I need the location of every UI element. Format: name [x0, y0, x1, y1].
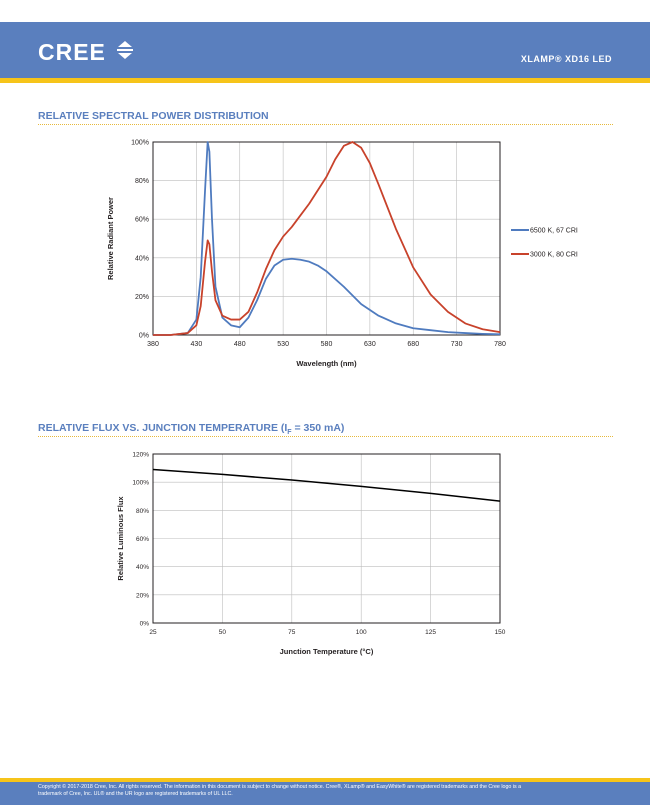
y-tick-label: 120%	[132, 452, 149, 459]
x-axis-label: Wavelength (nm)	[296, 359, 357, 368]
section-divider	[38, 124, 613, 125]
y-axis-label: Relative Luminous Flux	[116, 496, 125, 581]
section-title-flux: RELATIVE FLUX VS. JUNCTION TEMPERATURE (…	[38, 422, 344, 436]
header-bar	[0, 22, 650, 78]
legend-label: 3000 K, 80 CRI	[530, 252, 578, 259]
x-tick-label: 50	[219, 629, 227, 636]
section-divider	[38, 436, 613, 437]
footer-line-2: trademark of Cree, Inc. UL® and the UR l…	[38, 791, 233, 797]
series-line-1	[152, 468, 501, 502]
plot-frame	[152, 141, 501, 336]
relative-flux-chart: 0% 20% 40% 60% 80% 100% 120% 25 50 75 100 125 150 Jun…	[116, 452, 506, 657]
x-tick-label: 100	[356, 629, 367, 636]
series-line-1	[153, 141, 501, 336]
x-axis-label: Junction Temperature (°C)	[280, 647, 374, 656]
legend-label: 6500 K, 67 CRI	[530, 228, 578, 235]
section-title-main: RELATIVE FLUX VS. JUNCTION TEMPERATURE (…	[38, 422, 288, 434]
x-tick-label: 730	[451, 341, 463, 348]
y-tick-label: 80%	[135, 178, 149, 185]
y-tick-label: 80%	[136, 508, 149, 515]
y-tick-label: 100%	[131, 140, 149, 147]
footer-line-1: Copyright © 2017-2018 Cree, Inc. All rig…	[38, 784, 522, 790]
series-line-2	[153, 141, 501, 336]
x-tick-label: 125	[425, 629, 436, 636]
x-tick-label: 75	[288, 629, 296, 636]
x-tick-label: 630	[364, 341, 376, 348]
y-tick-label: 60%	[135, 217, 149, 224]
y-axis-label: Relative Radiant Power	[106, 197, 115, 280]
y-tick-label: 40%	[136, 564, 149, 571]
x-tick-label: 480	[234, 341, 246, 348]
x-tick-label: 780	[494, 341, 506, 348]
y-tick-label: 20%	[136, 592, 149, 599]
y-tick-label: 100%	[132, 480, 149, 487]
plot-frame	[152, 453, 501, 624]
footer-stripe	[0, 778, 650, 782]
x-tick-label: 380	[147, 341, 159, 348]
x-tick-label: 680	[407, 341, 419, 348]
header-stripe	[0, 78, 650, 83]
x-tick-label: 580	[321, 341, 333, 348]
footer-copyright: Copyright © 2017-2018 Cree, Inc. All rig…	[38, 784, 618, 798]
section-title-tail: = 350 mA)	[291, 422, 345, 434]
spectral-power-chart: 0% 20% 40% 60% 80% 100% 380 430 480 530 580 630 680 7…	[106, 140, 578, 369]
y-tick-label: 40%	[135, 255, 149, 262]
x-tick-label: 430	[191, 341, 203, 348]
product-name: XLAMP® XD16 LED	[520, 54, 612, 64]
x-tick-label: 530	[277, 341, 289, 348]
cree-logo: CREE	[38, 39, 106, 65]
section-title-subscript: F	[287, 429, 292, 437]
y-tick-label: 20%	[135, 294, 149, 301]
x-tick-label: 25	[149, 629, 157, 636]
section-title-spectral: RELATIVE SPECTRAL POWER DISTRIBUTION	[38, 110, 269, 122]
cree-logo-mark-icon	[117, 41, 133, 59]
y-tick-label: 60%	[136, 536, 149, 543]
y-tick-label: 0%	[140, 621, 150, 628]
y-tick-label: 0%	[139, 333, 149, 340]
x-tick-label: 150	[495, 629, 506, 636]
footer-bar	[0, 782, 650, 805]
